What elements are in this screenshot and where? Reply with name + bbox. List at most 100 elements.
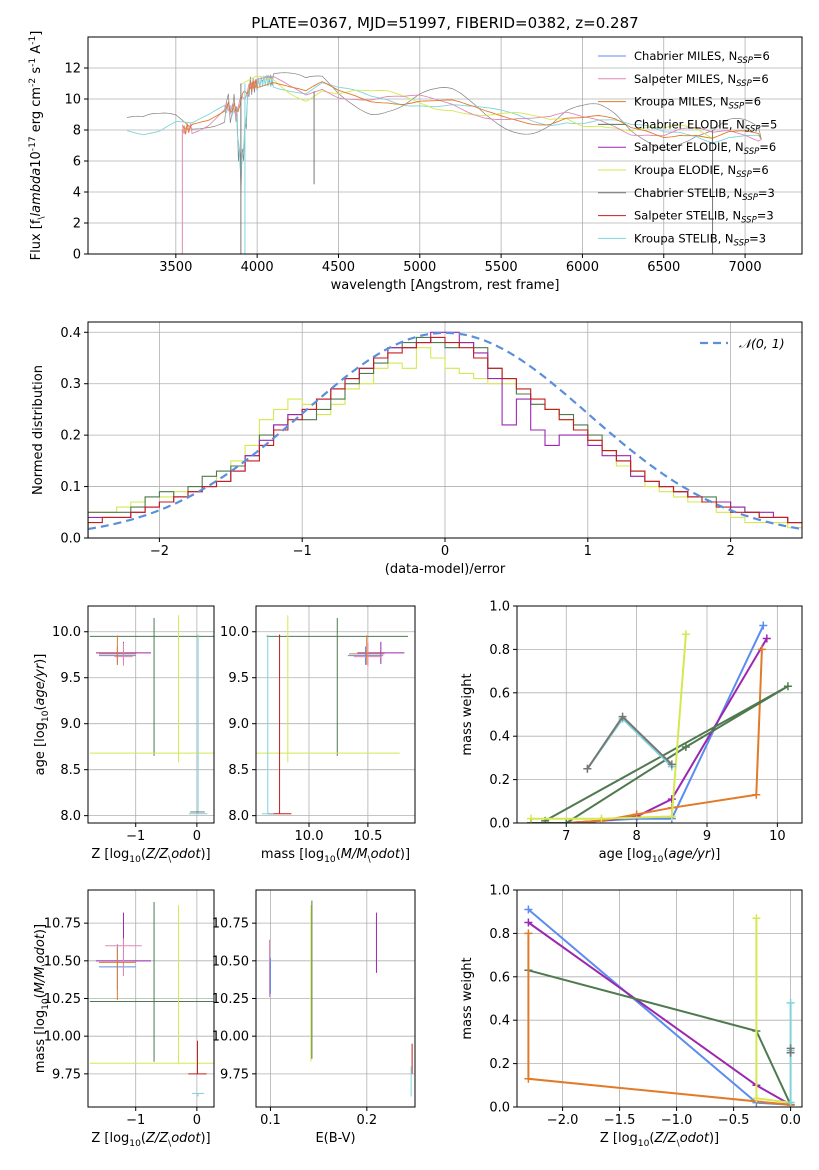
x-axis-label: Z [log10(Z/Z\odot)]	[600, 1131, 719, 1149]
weight-line	[528, 969, 792, 1106]
panel-weight_vs_Z: −2.0 −1.5 −1.0 −0.5 0.0 0.0 0.2 0.4 0.6 0.8 1.0 Z […	[460, 884, 803, 1149]
x-tick-label: 0.0	[780, 1113, 801, 1128]
y-tick-label: 0.2	[489, 1057, 510, 1072]
y-tick-label: 10.00	[44, 1030, 81, 1045]
y-tick-label: 10.50	[212, 954, 249, 969]
y-tick-label: 0.1	[60, 480, 81, 495]
y-tick-label: 0.6	[489, 686, 510, 701]
weight-marker	[524, 905, 533, 914]
x-tick-label: 7	[562, 829, 570, 844]
x-tick-label: −1	[293, 544, 312, 559]
spectrum-line	[240, 75, 713, 139]
y-tick-label: 0.4	[489, 730, 510, 745]
x-tick-label: −1	[126, 829, 145, 844]
y-tick-label: 9.5	[60, 671, 81, 686]
y-tick-label: 4	[73, 186, 81, 201]
axes-frame	[516, 889, 803, 1108]
x-tick-label: 6500	[647, 260, 680, 275]
legend-label: Kroupa ELODIE, NSSP=6	[634, 163, 769, 180]
y-tick-label: 0.0	[489, 1101, 510, 1116]
y-tick-label: 10.25	[212, 992, 249, 1007]
y-tick-label: 9.5	[228, 671, 249, 686]
plot-area	[89, 615, 214, 815]
y-tick-label: 8.5	[228, 763, 249, 778]
x-tick-label: 5500	[485, 260, 518, 275]
histogram-step	[88, 347, 802, 538]
weight-marker	[762, 634, 771, 643]
y-tick-label: 0.2	[489, 773, 510, 788]
y-tick-label: 10.75	[44, 917, 81, 932]
x-tick-label: 10.0	[295, 829, 324, 844]
plot-area	[527, 621, 792, 823]
y-axis-label: mass weight	[460, 673, 475, 755]
x-tick-label: 7000	[729, 260, 762, 275]
figure-title: PLATE=0367, MJD=51997, FIBERID=0382, z=0…	[251, 14, 638, 32]
y-tick-label: 9.0	[228, 717, 249, 732]
weight-marker	[524, 1074, 533, 1083]
panel-weight_vs_age: 7 8 9 10 0.0 0.2 0.4 0.6 0.8 1.0 age [log10(age/yr…	[460, 600, 803, 865]
plot-area	[126, 72, 762, 254]
y-tick-label: 8.0	[228, 809, 249, 824]
panel-mass_vs_ebv: 0.1 0.2 9.75 10.00 10.25 10.50 10.75 E(B-V)	[212, 889, 416, 1146]
plot-area	[89, 902, 214, 1097]
weight-marker	[562, 819, 571, 823]
panel-mass_vs_Z: −1 0 9.75 10.00 10.25 10.50 10.75 Z [log10(Z/Z\…	[33, 889, 215, 1149]
weight-line	[586, 715, 673, 770]
axes-frame	[87, 36, 803, 255]
legend: Chabrier MILES, NSSP=6 Salpeter MILES, NS…	[598, 49, 777, 248]
axes-frame	[516, 605, 803, 824]
x-tick-label: −1	[126, 1113, 145, 1128]
y-tick-label: 10.0	[52, 625, 81, 640]
axes-frame	[87, 605, 215, 824]
weight-marker	[524, 918, 533, 927]
weight-marker	[667, 812, 676, 821]
y-tick-label: 9.75	[52, 1067, 81, 1082]
y-tick-label: 0.8	[489, 643, 510, 658]
x-tick-label: 0.2	[356, 1113, 377, 1128]
weight-marker	[752, 790, 761, 799]
legend-label: Kroupa MILES, NSSP=6	[634, 95, 761, 112]
normal-curve	[88, 331, 802, 531]
axes-frame	[255, 605, 416, 824]
spectrum-line	[181, 79, 762, 140]
weight-marker	[752, 1094, 761, 1103]
panel-age_vs_Z: −1 0 8.0 8.5 9.0 9.5 10.0 Z [log10(Z/Z\odot)] ag…	[33, 605, 215, 865]
y-tick-label: 9.0	[60, 717, 81, 732]
y-tick-label: 8.0	[60, 809, 81, 824]
y-tick-label: 10.75	[212, 917, 249, 932]
weight-marker	[759, 621, 768, 630]
weight-marker	[583, 764, 592, 773]
y-tick-label: 9.75	[220, 1067, 249, 1082]
y-tick-label: 0.0	[60, 532, 81, 547]
weight-marker	[667, 760, 676, 769]
weight-line	[527, 933, 792, 1106]
y-tick-label: 6	[73, 155, 81, 170]
x-tick-label: 0	[441, 544, 449, 559]
y-tick-label: 0.6	[489, 970, 510, 985]
weight-line	[527, 908, 791, 1106]
legend-label: Salpeter STELIB, NSSP=3	[634, 209, 774, 226]
y-tick-label: 0.4	[489, 1014, 510, 1029]
y-tick-label: 12	[64, 62, 81, 77]
x-axis-label: mass [log10(M/M\odot)]	[261, 847, 410, 865]
weight-marker	[786, 998, 795, 1007]
y-tick-label: 0.0	[489, 817, 510, 832]
y-axis-label: Normed distribution	[31, 365, 46, 495]
weight-marker	[524, 929, 533, 938]
spectrum-line	[126, 72, 762, 193]
legend-label: Salpeter ELODIE, NSSP=6	[634, 140, 776, 157]
y-tick-label: 10.50	[44, 954, 81, 969]
weight-marker	[752, 914, 761, 923]
y-tick-label: 8.5	[60, 763, 81, 778]
y-axis-label: mass [log10(M/M\odot)]	[33, 924, 51, 1073]
legend-label: Chabrier MILES, NSSP=6	[634, 49, 770, 66]
x-tick-label: 0	[193, 829, 201, 844]
plot-area	[524, 905, 795, 1107]
y-tick-label: 0.3	[60, 377, 81, 392]
plot-area	[88, 331, 802, 538]
weight-marker	[681, 743, 690, 752]
y-tick-label: 1.0	[489, 884, 510, 899]
y-tick-label: 10.0	[220, 625, 249, 640]
x-tick-label: 0	[193, 1113, 201, 1128]
y-tick-label: 10.25	[44, 992, 81, 1007]
